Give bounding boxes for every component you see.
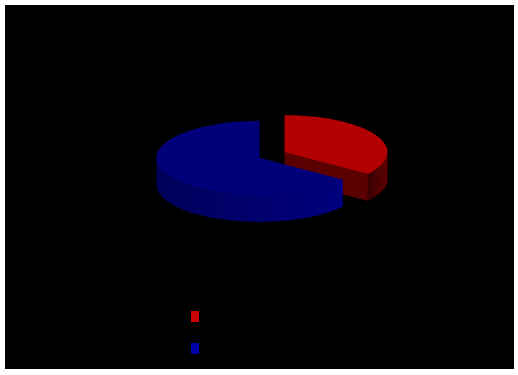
chart-legend (191, 311, 311, 375)
pie-chart (156, 115, 388, 222)
pie-slice-top-2 (156, 120, 343, 195)
pie-slices (156, 115, 388, 222)
legend-item (191, 343, 311, 375)
pie-slice-2 (156, 120, 343, 222)
legend-swatch (191, 311, 199, 322)
legend-swatch (191, 343, 199, 354)
pie-slice-side-2 (156, 157, 343, 222)
pie-slice-top-1 (284, 115, 388, 174)
pie-slice-side-1 (367, 152, 388, 201)
legend-item (191, 311, 311, 343)
chart-plot-area (5, 5, 514, 369)
